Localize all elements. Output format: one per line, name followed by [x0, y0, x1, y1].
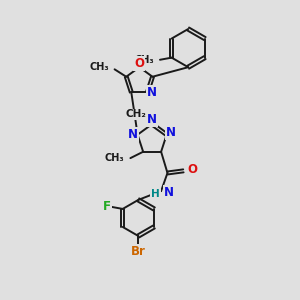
Text: O: O: [134, 57, 144, 70]
Text: F: F: [103, 200, 111, 213]
Text: H: H: [151, 189, 160, 199]
Text: N: N: [164, 186, 174, 199]
Text: CH₃: CH₃: [134, 55, 154, 65]
Text: N: N: [166, 126, 176, 139]
Text: N: N: [147, 86, 157, 99]
Text: N: N: [128, 128, 138, 141]
Text: CH₂: CH₂: [125, 110, 146, 119]
Text: CH₃: CH₃: [90, 62, 109, 72]
Text: O: O: [188, 163, 198, 176]
Text: CH₃: CH₃: [104, 153, 124, 163]
Text: N: N: [147, 113, 157, 126]
Text: Br: Br: [131, 245, 146, 258]
